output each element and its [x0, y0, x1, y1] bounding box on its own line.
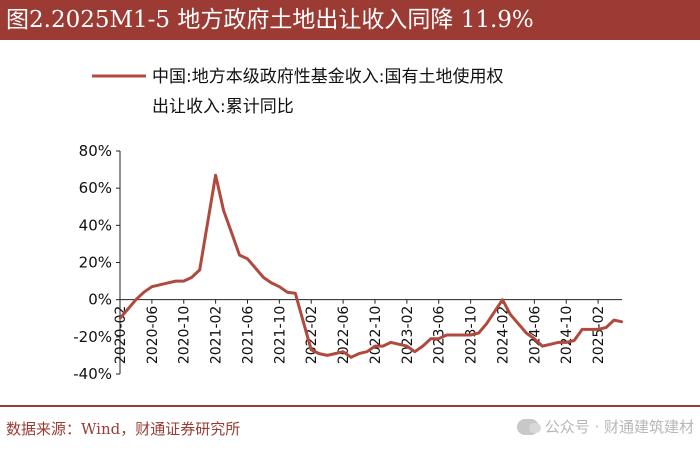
data-point [365, 350, 369, 353]
x-tick-label: 2024-10 [559, 306, 575, 365]
data-point [158, 283, 162, 286]
data-point [190, 276, 193, 279]
data-point [477, 331, 480, 335]
data-point [222, 209, 225, 212]
line-chart: 中国:地方本级政府性基金收入:国有土地使用权 出让收入:累计同比 80% 60% 4… [73, 66, 624, 383]
data-point [557, 341, 560, 344]
data-point [501, 298, 504, 301]
data-point [318, 352, 321, 355]
data-point [142, 291, 146, 294]
data-point [278, 285, 281, 288]
data-point [596, 328, 600, 331]
data-point [612, 318, 616, 322]
data-point [381, 344, 385, 348]
y-axis-ticks: 80% 60% 40% 20% 0% -20% -40% [73, 142, 120, 383]
data-point [357, 352, 361, 355]
x-tick-label: 2025-02 [591, 306, 607, 365]
data-point [286, 291, 289, 294]
x-tick-label: 2021-06 [240, 306, 256, 365]
data-point [373, 344, 377, 348]
data-point [485, 322, 488, 326]
legend-label-line-2: 出让收入:累计同比 [152, 97, 294, 117]
watermark: 公众号 · 财通建筑建材 [516, 416, 694, 437]
data-point [214, 173, 217, 177]
x-axis-ticks: 2020-02 2020-06 2020-10 2021-02 2021-06 2021-… [113, 299, 607, 365]
y-tick-label: -40% [73, 365, 112, 383]
chart-title: 图2.2025M1-5 地方政府土地出让收入同降 11.9% [0, 0, 700, 40]
data-point [270, 281, 273, 285]
data-point [254, 266, 257, 270]
data-point [437, 337, 440, 340]
data-point [541, 344, 544, 348]
y-tick-label: 40% [79, 216, 112, 234]
data-point [580, 328, 584, 331]
data-point [565, 341, 568, 344]
footer-divider [0, 405, 700, 407]
y-tick-label: -20% [73, 328, 112, 346]
x-tick-label: 2023-06 [432, 306, 448, 365]
x-tick-label: 2022-10 [368, 306, 384, 365]
x-tick-label: 2020-10 [177, 306, 193, 365]
y-tick-label: 60% [79, 179, 112, 197]
data-point [246, 257, 249, 260]
data-point [174, 279, 177, 283]
data-point [262, 276, 265, 279]
legend-label-line-1: 中国:地方本级政府性基金收入:国有土地使用权 [152, 66, 503, 87]
data-point [238, 253, 241, 257]
data-point [517, 322, 520, 326]
x-tick-label: 2020-06 [145, 306, 161, 365]
data-point [310, 348, 313, 352]
data-point [126, 307, 130, 311]
legend: 中国:地方本级政府性基金收入:国有土地使用权 出让收入:累计同比 [92, 66, 503, 117]
data-point [166, 281, 170, 285]
x-tick-label: 2022-02 [304, 306, 320, 365]
data-point [469, 333, 472, 337]
data-point [134, 298, 138, 301]
data-point [525, 331, 528, 335]
data-point [198, 268, 201, 272]
data-point [349, 356, 353, 359]
data-point [421, 344, 424, 348]
watermark-text: 公众号 · 财通建筑建材 [544, 418, 694, 436]
data-point [118, 317, 122, 320]
x-tick-label: 2021-02 [209, 306, 225, 365]
data-point [150, 285, 154, 288]
data-point [572, 339, 576, 342]
data-point [604, 326, 608, 329]
wechat-icon [516, 418, 541, 435]
data-point [533, 337, 536, 340]
data-point [620, 320, 624, 323]
plot-area [118, 173, 624, 359]
data-point [230, 231, 233, 234]
data-point [182, 279, 185, 283]
data-point [445, 333, 448, 337]
x-tick-label: 2024-02 [495, 306, 511, 365]
x-tick-label: 2024-06 [527, 306, 543, 365]
x-tick-label: 2022-06 [336, 306, 352, 365]
data-point [405, 344, 409, 348]
data-point [333, 352, 337, 355]
data-point [325, 354, 329, 357]
data-point [461, 333, 464, 337]
data-point [389, 341, 393, 344]
data-point [453, 333, 456, 337]
x-tick-label: 2023-02 [400, 306, 416, 365]
x-tick-label: 2020-02 [113, 306, 129, 365]
data-point [429, 337, 432, 340]
y-tick-label: 80% [79, 142, 112, 160]
x-tick-label: 2021-10 [272, 306, 288, 365]
data-point [549, 343, 552, 346]
y-tick-label: 0% [88, 291, 112, 309]
data-point [341, 350, 345, 353]
data-point [413, 350, 417, 353]
data-source-note: 数据来源：Wind，财通证券研究所 [6, 420, 241, 438]
y-tick-label: 20% [79, 254, 112, 272]
data-point [509, 313, 512, 316]
data-point [294, 291, 297, 295]
